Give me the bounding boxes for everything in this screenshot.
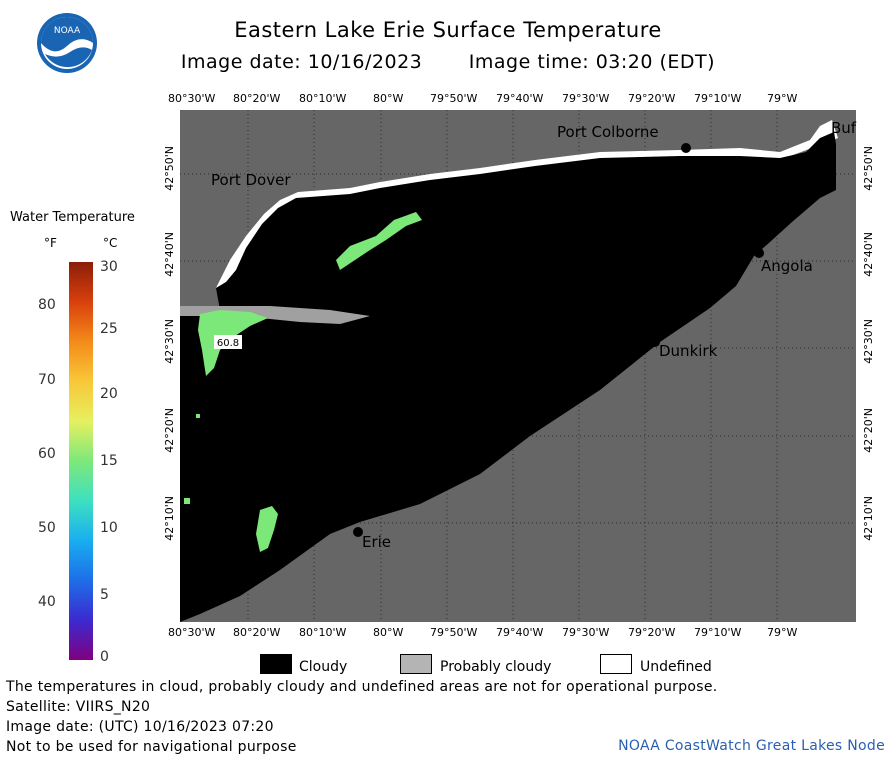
key-undefined-swatch bbox=[600, 654, 632, 674]
key-cloudy-swatch bbox=[260, 654, 292, 674]
legend-f-label: 50 bbox=[38, 520, 56, 536]
lon-tick-top: 79°10'W bbox=[694, 92, 742, 105]
lat-tick-right: 42°50'N bbox=[862, 146, 875, 191]
footer-satellite: Satellite: VIIRS_N20 bbox=[6, 699, 151, 715]
key-probably-cloudy-label: Probably cloudy bbox=[440, 659, 552, 675]
legend-c-label: 10 bbox=[100, 520, 118, 536]
legend-f-label: 80 bbox=[38, 297, 56, 313]
image-time: Image time: 03:20 (EDT) bbox=[468, 51, 716, 73]
lon-tick-top: 80°10'W bbox=[299, 92, 347, 105]
image-datetime: Image date: 10/16/2023 Image time: 03:20… bbox=[0, 51, 896, 73]
lat-tick-right: 42°10'N bbox=[862, 496, 875, 541]
lon-tick-bottom: 80°10'W bbox=[299, 626, 347, 639]
city-marker-angola bbox=[754, 248, 764, 258]
legend-f-label: 60 bbox=[38, 446, 56, 462]
lat-tick-right: 42°30'N bbox=[862, 319, 875, 364]
station-reading: 60.8 bbox=[217, 338, 239, 349]
footer-nav-warning: Not to be used for navigational purpose bbox=[6, 739, 297, 755]
city-markers bbox=[353, 137, 835, 537]
lat-tick-left: 42°40'N bbox=[163, 232, 176, 277]
lon-tick-bottom: 79°40'W bbox=[496, 626, 544, 639]
lon-tick-top: 80°20'W bbox=[233, 92, 281, 105]
lon-tick-bottom: 80°W bbox=[373, 626, 404, 639]
logo-text: NOAA bbox=[54, 26, 81, 36]
page-title: Eastern Lake Erie Surface Temperature bbox=[234, 18, 662, 42]
place-port-colborne: Port Colborne bbox=[557, 123, 659, 141]
lon-tick-top: 80°W bbox=[373, 92, 404, 105]
key-undefined-label: Undefined bbox=[640, 659, 712, 675]
legend-f-label: 70 bbox=[38, 372, 56, 388]
place-buffalo: Buf bbox=[831, 119, 857, 137]
legend-c-label: 5 bbox=[100, 587, 109, 603]
station-marker bbox=[214, 335, 242, 349]
legend-c-label: 0 bbox=[100, 649, 109, 665]
temperature-map: 60.8 bbox=[180, 110, 856, 622]
lon-tick-top: 79°20'W bbox=[628, 92, 676, 105]
footer-utc-date: Image date: (UTC) 10/16/2023 07:20 bbox=[6, 719, 274, 735]
key-probably-cloudy-swatch bbox=[400, 654, 432, 674]
key-cloudy-label: Cloudy bbox=[299, 659, 348, 675]
city-marker-dunkirk bbox=[650, 337, 660, 347]
lon-tick-bottom: 79°50'W bbox=[430, 626, 478, 639]
footer-credit: NOAA CoastWatch Great Lakes Node bbox=[618, 738, 885, 754]
lon-tick-bottom: 79°W bbox=[767, 626, 798, 639]
legend-f-label: 40 bbox=[38, 594, 56, 610]
lon-tick-top: 79°40'W bbox=[496, 92, 544, 105]
place-port-dover: Port Dover bbox=[211, 171, 291, 189]
lat-tick-left: 42°20'N bbox=[163, 408, 176, 453]
lat-tick-left: 42°30'N bbox=[163, 319, 176, 364]
footer-note: The temperatures in cloud, probably clou… bbox=[6, 679, 718, 695]
lat-tick-left: 42°50'N bbox=[163, 146, 176, 191]
lon-tick-bottom: 79°10'W bbox=[694, 626, 742, 639]
temperature-colorbar bbox=[69, 262, 93, 660]
legend-c-label: 15 bbox=[100, 453, 118, 469]
lat-tick-right: 42°40'N bbox=[862, 232, 875, 277]
city-marker-buffalo bbox=[825, 137, 835, 147]
warm-water-patches bbox=[184, 212, 422, 552]
city-marker-erie bbox=[353, 527, 363, 537]
lat-tick-left: 42°10'N bbox=[163, 496, 176, 541]
lon-tick-bottom: 80°20'W bbox=[233, 626, 281, 639]
lon-tick-top: 80°30'W bbox=[168, 92, 216, 105]
lon-tick-top: 79°W bbox=[767, 92, 798, 105]
legend-unit-c: °C bbox=[103, 236, 118, 250]
place-angola: Angola bbox=[761, 257, 813, 275]
lon-tick-bottom: 79°30'W bbox=[562, 626, 610, 639]
lon-tick-bottom: 79°20'W bbox=[628, 626, 676, 639]
lat-tick-right: 42°20'N bbox=[862, 408, 875, 453]
city-marker-port-colborne bbox=[681, 143, 691, 153]
place-erie: Erie bbox=[362, 533, 392, 551]
lon-tick-top: 79°50'W bbox=[430, 92, 478, 105]
legend-c-label: 20 bbox=[100, 386, 118, 402]
legend-unit-f: °F bbox=[44, 236, 57, 250]
legend-title: Water Temperature bbox=[10, 210, 135, 225]
legend-c-label: 30 bbox=[100, 259, 118, 275]
noaa-logo: NOAA bbox=[37, 13, 97, 73]
place-dunkirk: Dunkirk bbox=[659, 342, 718, 360]
lon-tick-top: 79°30'W bbox=[562, 92, 610, 105]
lon-tick-bottom: 80°30'W bbox=[168, 626, 216, 639]
image-date: Image date: 10/16/2023 bbox=[180, 51, 423, 73]
legend-c-label: 25 bbox=[100, 321, 118, 337]
